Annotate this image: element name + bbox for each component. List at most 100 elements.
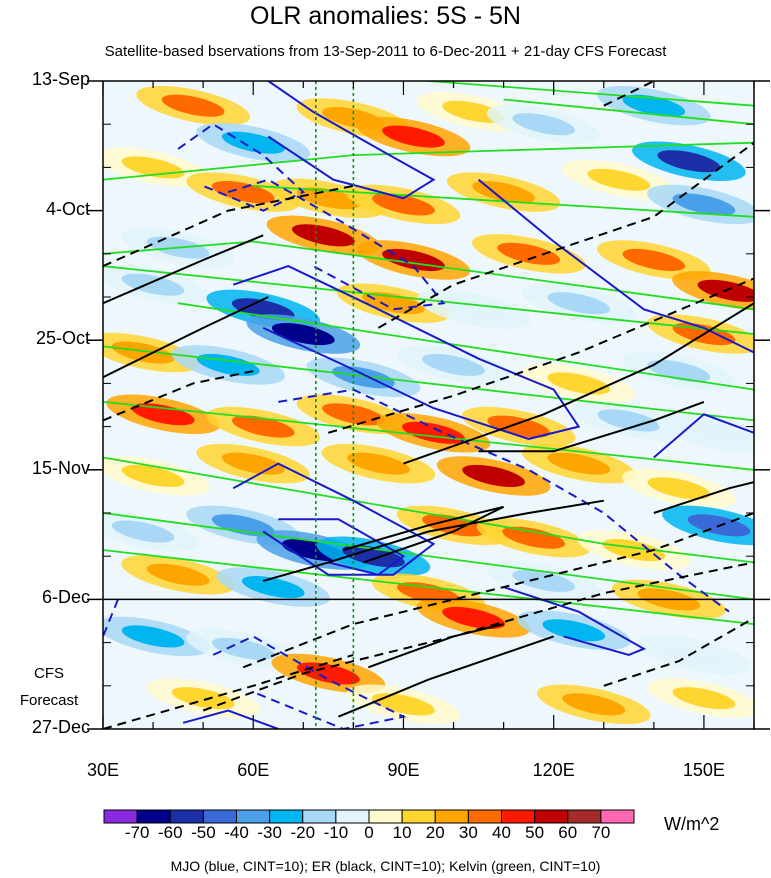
er-contour xyxy=(403,302,754,465)
colorbar-tick-label: 70 xyxy=(591,823,611,842)
anomaly-core xyxy=(662,643,726,666)
x-tick-label: 150E xyxy=(682,760,725,780)
anomaly-core xyxy=(647,477,711,500)
anomaly-core xyxy=(622,248,686,272)
colorbar-tick-label: -60 xyxy=(157,823,183,842)
er-contour xyxy=(368,623,504,669)
reference-longitudes xyxy=(315,81,355,729)
colorbar-tick-label: 30 xyxy=(458,823,478,842)
colorbar-swatch xyxy=(368,809,403,824)
x-tick-label: 90E xyxy=(387,760,420,780)
anomaly-core xyxy=(697,279,754,302)
colorbar-tick-label: -10 xyxy=(323,823,349,842)
colorbar xyxy=(103,809,635,824)
er-contour xyxy=(343,505,505,564)
anomaly-core xyxy=(462,464,525,488)
colorbar-tick-label: 40 xyxy=(492,823,511,842)
er-contour xyxy=(328,277,754,434)
kelvin-contour xyxy=(103,456,754,564)
anomaly-core xyxy=(682,421,746,444)
mjo-contour xyxy=(182,709,279,729)
colorbar-tick-label: 20 xyxy=(425,823,445,842)
chart-subtitle: Satellite-based bservations from 13-Sep-… xyxy=(104,43,667,60)
er-contour xyxy=(103,370,254,422)
colorbar-swatch xyxy=(202,809,237,824)
anomaly-core xyxy=(422,514,485,537)
er-contour xyxy=(103,184,354,268)
colorbar-swatch xyxy=(136,809,171,824)
anomaly-core xyxy=(487,415,550,438)
contour-legend-note: MJO (blue, CINT=10); ER (black, CINT=10)… xyxy=(170,858,601,874)
anomaly-core xyxy=(512,113,576,136)
y-tick-label: 15-Nov xyxy=(31,457,90,478)
anomaly-core xyxy=(672,687,736,710)
anomaly-core xyxy=(602,538,666,562)
mjo-contour xyxy=(267,81,436,200)
colorbar-tick-label: 60 xyxy=(558,823,578,842)
colorbar-swatch xyxy=(600,809,635,824)
colorbar-swatch xyxy=(401,809,436,824)
plot-axes xyxy=(87,80,770,730)
anomaly-core xyxy=(422,353,485,376)
x-tick-label: 30E xyxy=(86,760,120,780)
colorbar-swatch xyxy=(236,809,271,824)
anomaly-core xyxy=(362,292,425,315)
colorbar-swatch xyxy=(434,809,469,824)
mjo-contour xyxy=(232,265,581,440)
anomaly-core xyxy=(322,403,385,426)
kelvin-contour xyxy=(503,98,754,126)
anomaly-core xyxy=(342,545,405,568)
mjo-contour xyxy=(103,599,119,637)
kelvin-contour xyxy=(103,345,754,422)
mjo-contour xyxy=(212,635,407,729)
kelvin-contour xyxy=(177,302,754,391)
anomaly-core xyxy=(382,125,445,148)
anomaly-core xyxy=(291,224,355,247)
colorbar-tick-label: 0 xyxy=(364,823,374,842)
anomaly-core xyxy=(161,94,225,117)
anomaly-core xyxy=(547,452,611,475)
anomaly-core xyxy=(211,514,275,537)
x-tick-label: 120E xyxy=(532,760,575,780)
kelvin-contour xyxy=(103,512,754,601)
anomaly-core xyxy=(502,526,566,549)
er-contour xyxy=(338,635,555,718)
er-contour xyxy=(653,481,754,514)
y-tick-label: 4-Oct xyxy=(45,198,90,219)
anomaly-core xyxy=(622,94,686,117)
anomaly-core xyxy=(497,242,561,265)
anomaly-core xyxy=(547,372,611,395)
er-contour xyxy=(478,400,705,453)
colorbar-tick-label: 10 xyxy=(392,823,412,842)
colorbar-tick-label: -20 xyxy=(290,823,316,842)
mjo-contour xyxy=(278,518,406,576)
anomaly-core xyxy=(231,415,295,438)
colorbar-tick-label: -50 xyxy=(191,823,216,842)
y-tick-label: 25-Oct xyxy=(35,328,90,349)
anomaly-core xyxy=(146,563,210,586)
kelvin-contour xyxy=(103,401,754,471)
mjo-contour xyxy=(177,123,306,212)
kelvin-contour xyxy=(103,549,754,625)
colorbar-tick-label: 50 xyxy=(525,823,545,842)
anomaly-core xyxy=(542,619,606,642)
anomaly-core xyxy=(372,693,435,716)
kelvin-contour xyxy=(103,240,754,311)
anomaly-core xyxy=(131,403,195,426)
anomaly-core xyxy=(241,576,305,599)
er-contour xyxy=(103,653,354,729)
kelvin-contour xyxy=(428,81,754,107)
mjo-contour xyxy=(232,462,436,576)
forecast-label-line1: CFS xyxy=(34,665,64,682)
colorbar-swatch xyxy=(467,809,502,824)
x-tick-label: 60E xyxy=(237,760,270,780)
plot-frame xyxy=(102,80,755,730)
colorbar-unit: W/m^2 xyxy=(664,814,720,834)
anomaly-core xyxy=(111,341,175,364)
colorbar-swatch xyxy=(567,809,602,824)
colorbar-swatch xyxy=(302,809,337,824)
anomaly-core xyxy=(221,131,285,154)
colorbar-swatch xyxy=(335,809,370,824)
anomaly-core xyxy=(347,452,410,475)
